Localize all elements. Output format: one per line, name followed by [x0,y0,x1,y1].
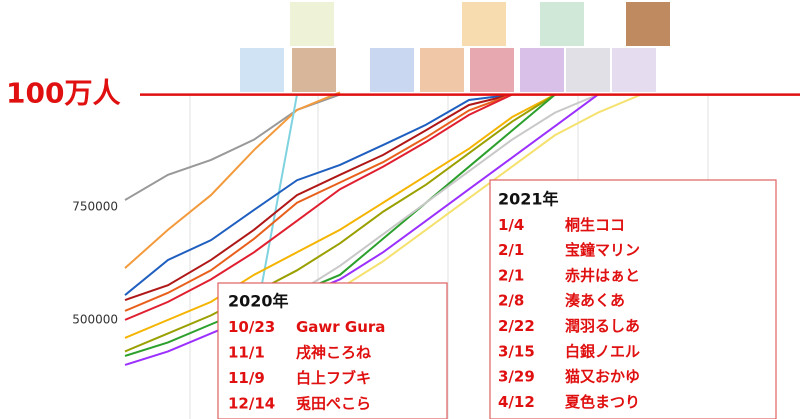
series-line [124,93,513,302]
row-date: 11/9 [228,369,265,387]
box-title: 2020年 [228,292,289,311]
row-date: 2/8 [498,292,524,310]
row-name: 湊あくあ [565,292,625,310]
y-tick-label: 750000 [72,200,118,214]
series-line [124,93,556,357]
row-date: 4/12 [498,393,535,411]
series-line [124,93,341,201]
avatars [240,2,670,92]
row-name: 猫又おかゆ [565,368,640,386]
row-date: 12/14 [228,395,275,413]
row-date: 3/29 [498,368,535,386]
annotation-box [217,282,448,419]
reference-label: 100万人 [6,77,120,110]
series-line [124,93,513,296]
row-date: 10/23 [228,318,275,336]
annotation-box [489,179,777,419]
row-name: 宝鐘マリン [565,241,640,259]
row-name: 兎田ぺこら [296,395,371,413]
series-line [124,93,513,321]
row-name: 桐生ココ [565,216,625,234]
row-name: Gawr Gura [296,318,385,336]
row-name: 潤羽るしあ [565,317,640,335]
row-name: 白銀ノエル [565,342,640,360]
series-line [124,93,556,353]
row-date: 2/22 [498,317,535,335]
row-name: 夏色まつり [564,393,640,411]
series-line [124,93,556,339]
row-name: 白上フブキ [296,369,371,387]
box-title: 2021年 [498,190,559,209]
series-line [124,93,513,312]
row-date: 3/15 [498,342,535,360]
row-date: 2/1 [498,241,524,259]
row-name: 戌神ころね [296,344,371,362]
series-line [124,91,341,269]
y-tick-label: 500000 [72,312,118,326]
series-line [124,93,599,366]
row-name: 赤井はぁと [565,266,640,284]
row-date: 11/1 [228,344,265,362]
row-date: 1/4 [498,216,524,234]
row-date: 2/1 [498,266,524,284]
